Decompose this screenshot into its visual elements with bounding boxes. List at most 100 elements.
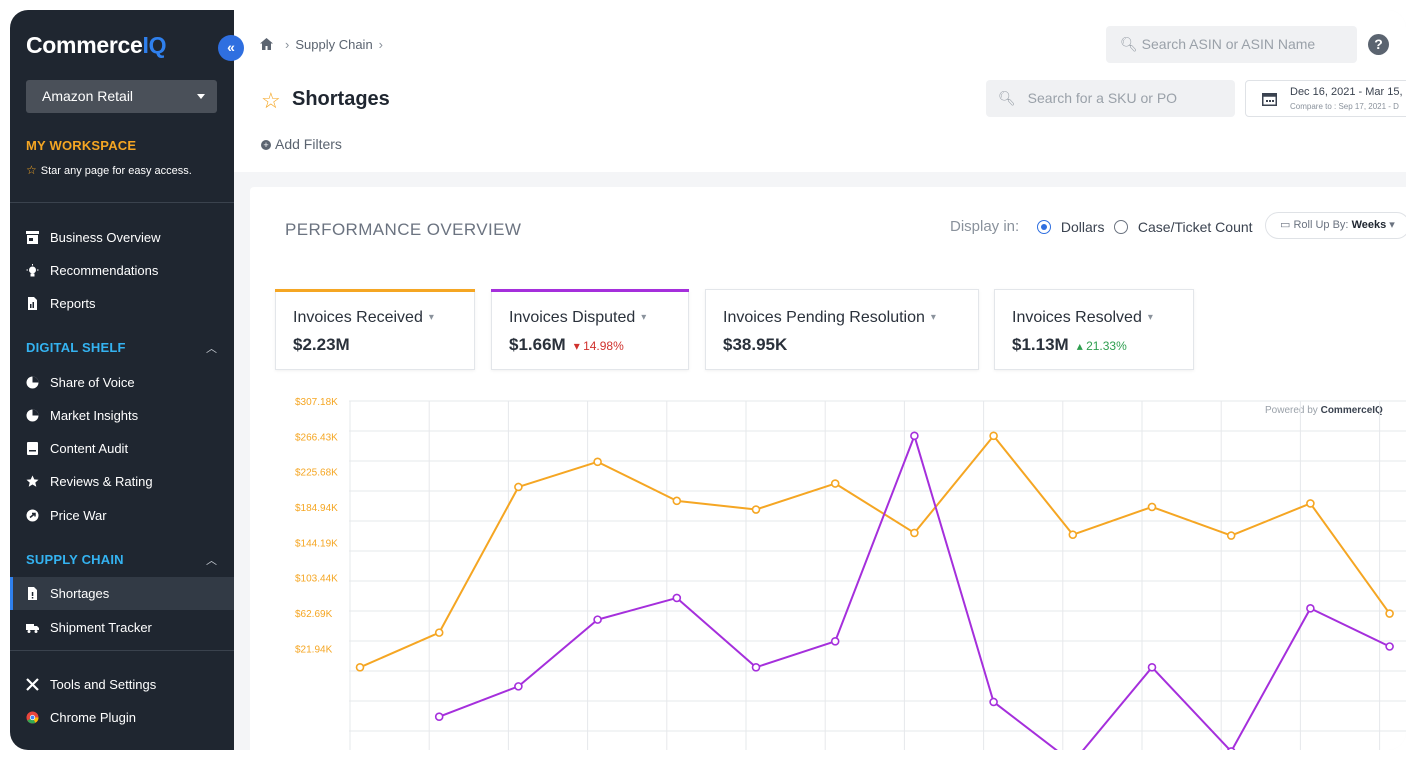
y-tick-label: $62.69K xyxy=(295,609,333,620)
sidebar-item-shipment-tracker[interactable]: Shipment Tracker xyxy=(10,611,234,644)
metric-card-invoices-pending-resolution[interactable]: Invoices Pending Resolution ▾ $38.95K xyxy=(705,289,979,370)
bulb-icon xyxy=(26,264,39,277)
metric-value: $1.13M ▴ 21.33% xyxy=(1012,335,1127,354)
sidebar-item-reviews-rating[interactable]: Reviews & Rating xyxy=(10,465,234,498)
workspace-title: MY WORKSPACE xyxy=(26,138,137,153)
sidebar-item-business-overview[interactable]: Business Overview xyxy=(10,221,234,254)
date-range-value: Dec 16, 2021 - Mar 15, 2 xyxy=(1290,86,1406,98)
radio-dollars[interactable]: Dollars xyxy=(1037,219,1104,235)
data-point xyxy=(1068,530,1078,539)
divider xyxy=(10,202,234,203)
app-window: CommerceIQ Amazon Retail MY WORKSPACE ☆ S… xyxy=(10,10,1406,750)
sidebar-item-shortages[interactable]: Shortages xyxy=(10,577,234,610)
star-outline-icon: ☆ xyxy=(26,163,37,177)
home-icon[interactable] xyxy=(260,38,273,50)
chevron-right-icon: › xyxy=(285,37,290,52)
date-range-picker[interactable]: Dec 16, 2021 - Mar 15, 2 Compare to : Se… xyxy=(1245,80,1406,117)
truck-icon xyxy=(26,624,39,633)
rollup-dropdown[interactable]: ▭ Roll Up By: Weeks ▾ xyxy=(1265,212,1406,239)
report-icon xyxy=(28,297,37,310)
data-point xyxy=(514,682,523,691)
star-icon xyxy=(26,475,39,487)
section-digital-shelf[interactable]: DIGITAL SHELF xyxy=(26,340,126,355)
data-point xyxy=(593,457,602,467)
page-title: Shortages xyxy=(292,88,390,110)
data-point xyxy=(989,697,998,707)
chevron-up-icon[interactable]: ︿ xyxy=(206,343,217,355)
y-tick-label: $225.68K xyxy=(295,468,338,479)
display-in-label: Display in: xyxy=(950,218,1020,235)
metric-card-invoices-received[interactable]: Invoices Received ▾ $2.23M xyxy=(275,289,475,370)
caret-down-icon: ▾ xyxy=(1147,312,1153,323)
data-point xyxy=(514,482,523,492)
y-tick-label: $103.44K xyxy=(295,574,338,585)
search-icon: 🔍︎ xyxy=(998,90,1016,106)
chevron-up-icon[interactable]: ︿ xyxy=(206,555,217,567)
metric-card-invoices-resolved[interactable]: Invoices Resolved ▾ $1.13M ▴ 21.33% xyxy=(994,289,1194,370)
data-point xyxy=(751,663,761,672)
metric-card-invoices-disputed[interactable]: Invoices Disputed ▾ $1.66M ▾ 14.98% xyxy=(491,289,689,370)
data-point xyxy=(910,528,919,538)
y-tick-label: $266.43K xyxy=(295,432,338,443)
caret-down-icon xyxy=(197,94,205,99)
data-point xyxy=(1385,609,1394,618)
sidebar-item-recommendations[interactable]: Recommendations xyxy=(10,254,234,287)
price-icon xyxy=(26,509,39,522)
metric-value: $2.23M xyxy=(293,335,350,354)
delta-down-badge: ▾ 14.98% xyxy=(573,339,624,353)
caret-down-icon: ▾ xyxy=(1389,219,1395,231)
triangle-up-icon: ▴ xyxy=(1076,339,1083,353)
data-point xyxy=(1227,747,1236,750)
document-icon xyxy=(27,442,38,455)
sidebar-item-tools-settings[interactable]: Tools and Settings xyxy=(10,668,234,701)
metric-accent-bar xyxy=(491,289,689,292)
breadcrumb: › Supply Chain › xyxy=(260,37,389,52)
chevron-right-icon: › xyxy=(378,37,384,52)
sidebar-item-share-of-voice[interactable]: Share of Voice xyxy=(10,366,234,399)
y-tick-label: $184.94K xyxy=(295,503,338,514)
data-point xyxy=(751,505,761,514)
sidebar-item-market-insights[interactable]: Market Insights xyxy=(10,399,234,432)
chrome-icon xyxy=(26,711,39,724)
compare-range-value: Compare to : Sep 17, 2021 - D xyxy=(1290,102,1399,111)
metric-label: Invoices Received ▾ xyxy=(293,309,434,326)
performance-line-chart[interactable]: $307.18K $266.43K $225.68K $184.94K $144.19K… xyxy=(250,387,1406,750)
powered-by-label: Powered by CommerceIQ xyxy=(1265,405,1383,416)
data-point xyxy=(830,636,840,646)
sidebar-item-reports[interactable]: Reports xyxy=(10,287,234,320)
tools-icon xyxy=(26,678,39,691)
workspace-hint: ☆ Star any page for easy access. xyxy=(26,163,192,177)
sku-search-input[interactable]: 🔍︎ Search for a SKU or PO xyxy=(986,80,1235,117)
caret-down-icon: ▾ xyxy=(428,312,434,323)
account-select[interactable]: Amazon Retail xyxy=(26,80,217,113)
commerceiq-logo[interactable]: CommerceIQ xyxy=(26,32,167,58)
metric-value: $1.66M ▾ 14.98% xyxy=(509,335,624,354)
radio-case-ticket-count[interactable]: Case/Ticket Count xyxy=(1114,219,1253,235)
page-header: › Supply Chain › 🔍︎ Search ASIN or ASIN Na… xyxy=(234,10,1406,172)
divider xyxy=(10,650,234,651)
add-filters-button[interactable]: + Add Filters xyxy=(261,136,342,152)
collapse-sidebar-button[interactable]: « xyxy=(218,35,244,61)
metric-value: $38.95K xyxy=(723,335,788,354)
asin-search-input[interactable]: 🔍︎ Search ASIN or ASIN Name xyxy=(1106,26,1357,63)
sidebar-item-price-war[interactable]: Price War xyxy=(10,499,234,532)
data-point xyxy=(1306,499,1315,508)
performance-card: PERFORMANCE OVERVIEW Display in: Dollars… xyxy=(250,187,1406,750)
file-icon xyxy=(28,587,37,600)
sidebar-item-chrome-plugin[interactable]: Chrome Plugin xyxy=(10,701,234,734)
data-point xyxy=(1147,502,1157,512)
data-point xyxy=(593,615,602,624)
section-supply-chain[interactable]: SUPPLY CHAIN xyxy=(26,552,124,567)
sidebar: CommerceIQ Amazon Retail MY WORKSPACE ☆ S… xyxy=(10,10,234,750)
help-icon[interactable]: ? xyxy=(1368,34,1389,55)
radio-selected-icon xyxy=(1037,220,1051,234)
calendar-icon xyxy=(1262,93,1277,106)
data-point xyxy=(434,712,444,722)
y-tick-label: $144.19K xyxy=(295,538,338,549)
sidebar-item-content-audit[interactable]: Content Audit xyxy=(10,432,234,465)
favorite-star-icon[interactable]: ☆ xyxy=(261,88,281,113)
account-select-value: Amazon Retail xyxy=(42,88,134,104)
data-point xyxy=(830,479,840,488)
delta-up-badge: ▴ 21.33% xyxy=(1076,339,1127,353)
breadcrumb-supply-chain[interactable]: Supply Chain xyxy=(295,37,373,52)
